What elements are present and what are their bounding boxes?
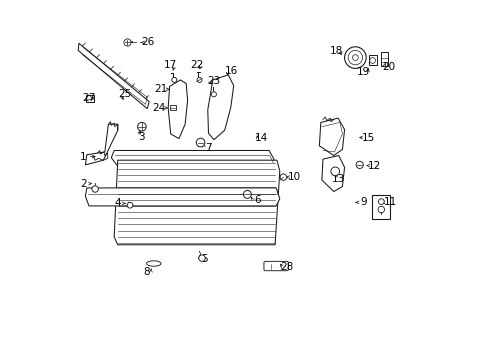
- Circle shape: [355, 161, 363, 168]
- Text: 16: 16: [225, 66, 238, 76]
- Bar: [371, 195, 389, 219]
- Polygon shape: [111, 150, 273, 166]
- Bar: [169, 105, 176, 110]
- Circle shape: [243, 190, 251, 198]
- Circle shape: [344, 47, 366, 68]
- Text: 27: 27: [82, 93, 96, 103]
- Text: 2: 2: [80, 179, 86, 189]
- Text: 26: 26: [141, 37, 154, 48]
- Circle shape: [137, 122, 146, 131]
- Text: 20: 20: [381, 62, 394, 72]
- Text: 11: 11: [383, 197, 396, 207]
- Text: 19: 19: [356, 67, 369, 77]
- Polygon shape: [78, 43, 149, 109]
- Text: 3: 3: [138, 132, 145, 142]
- Polygon shape: [85, 124, 118, 165]
- Text: 6: 6: [253, 195, 260, 205]
- Text: 4: 4: [114, 198, 121, 208]
- Text: 1: 1: [80, 152, 86, 162]
- Circle shape: [377, 206, 384, 213]
- Circle shape: [280, 174, 286, 180]
- Polygon shape: [319, 118, 344, 156]
- Polygon shape: [321, 156, 344, 192]
- Text: 7: 7: [205, 143, 211, 153]
- Circle shape: [171, 77, 177, 82]
- Text: 24: 24: [152, 103, 165, 113]
- Circle shape: [378, 199, 384, 204]
- Circle shape: [199, 255, 205, 261]
- Text: 13: 13: [331, 174, 345, 184]
- FancyBboxPatch shape: [264, 261, 288, 271]
- Text: 22: 22: [190, 60, 203, 70]
- Bar: [86, 95, 94, 102]
- Text: 10: 10: [287, 172, 300, 182]
- Text: 18: 18: [329, 46, 342, 56]
- Polygon shape: [207, 75, 233, 140]
- Circle shape: [92, 186, 98, 192]
- Text: 9: 9: [359, 197, 366, 207]
- Bar: [368, 55, 376, 65]
- Polygon shape: [168, 80, 187, 139]
- Text: 21: 21: [154, 84, 167, 94]
- Text: 15: 15: [361, 132, 375, 143]
- Circle shape: [352, 55, 358, 60]
- Text: 12: 12: [367, 161, 381, 171]
- Ellipse shape: [146, 261, 161, 266]
- Bar: [380, 52, 387, 66]
- Text: 5: 5: [201, 254, 207, 264]
- Circle shape: [123, 39, 131, 46]
- Polygon shape: [114, 160, 279, 245]
- Circle shape: [211, 92, 216, 97]
- Circle shape: [369, 58, 375, 63]
- Text: 8: 8: [143, 267, 150, 277]
- Circle shape: [197, 77, 202, 82]
- Text: 28: 28: [280, 262, 293, 272]
- Text: 14: 14: [255, 132, 268, 143]
- Text: 25: 25: [118, 89, 131, 99]
- Circle shape: [127, 202, 133, 208]
- Text: 23: 23: [207, 76, 220, 86]
- Text: 17: 17: [164, 60, 177, 70]
- Circle shape: [330, 167, 339, 176]
- Polygon shape: [85, 188, 279, 206]
- Circle shape: [196, 138, 204, 147]
- Circle shape: [347, 50, 362, 65]
